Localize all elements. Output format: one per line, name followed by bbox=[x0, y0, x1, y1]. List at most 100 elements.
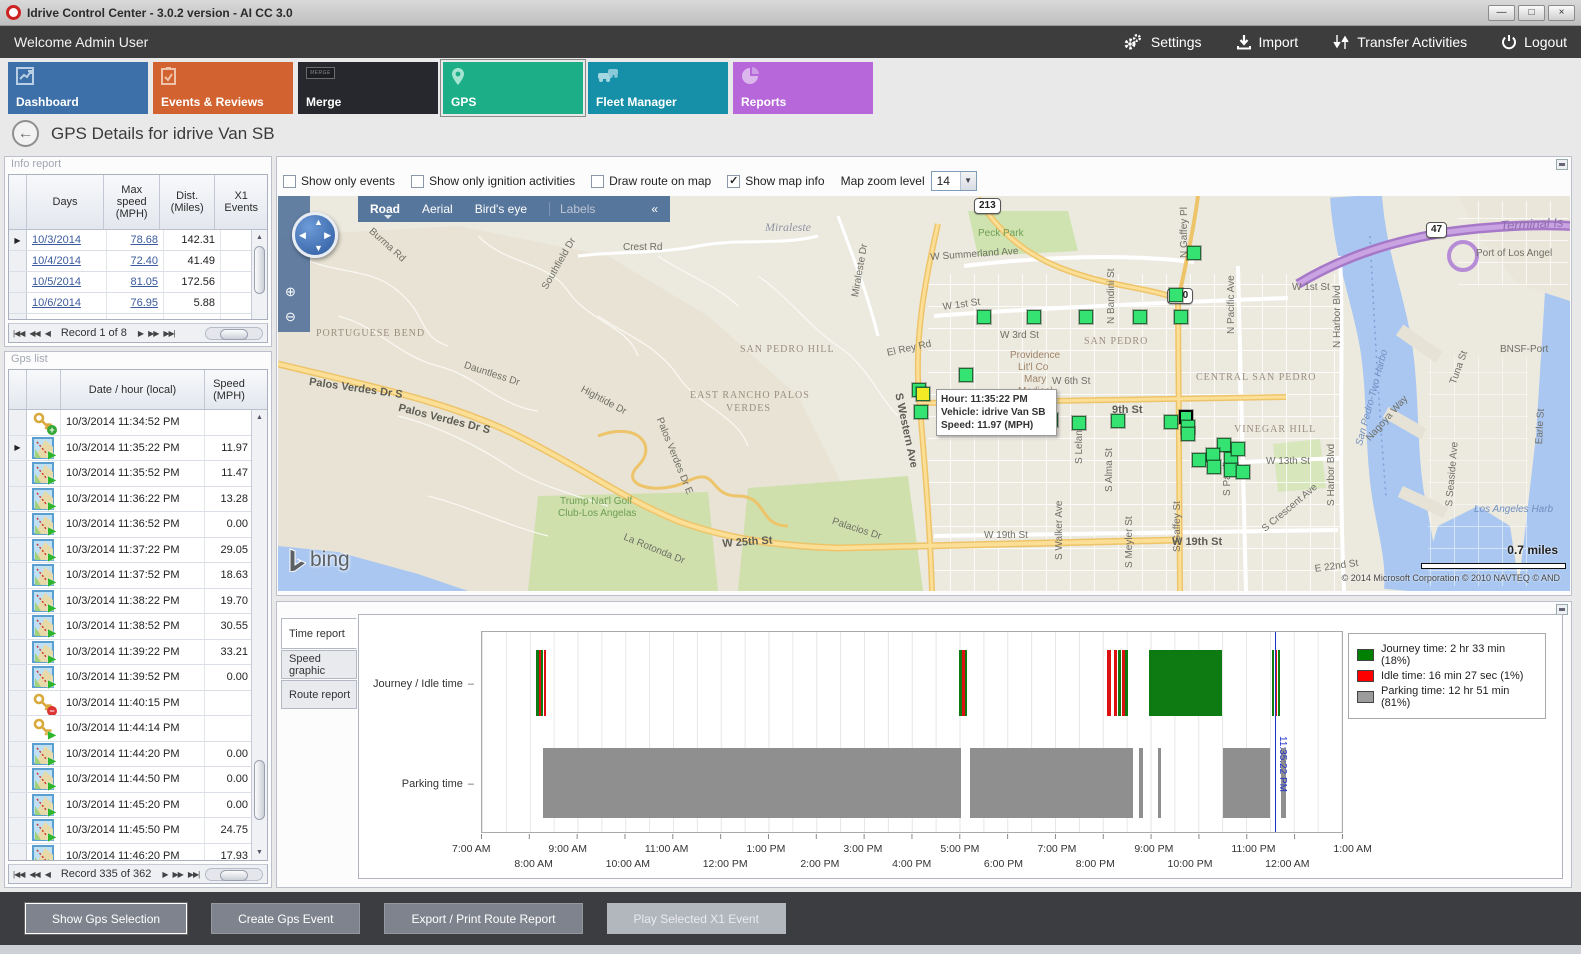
day-link[interactable]: 10/6/2014 bbox=[32, 297, 81, 309]
pager-first[interactable]: |◀◀ bbox=[13, 869, 25, 879]
pager-prev-page[interactable]: ◀◀ bbox=[29, 328, 40, 338]
pager-prev[interactable]: ◀ bbox=[44, 869, 51, 879]
chart-tab[interactable]: Route report bbox=[281, 680, 357, 709]
gps-list-row[interactable]: ▶ 10/3/2014 11:36:22 PM 13.28 bbox=[9, 486, 267, 512]
gps-list-row[interactable]: ▶ 10/3/2014 11:38:52 PM 30.55 bbox=[9, 614, 267, 640]
gps-marker[interactable] bbox=[1164, 415, 1178, 429]
gps-marker[interactable] bbox=[1187, 246, 1201, 260]
gps-list-row[interactable]: ▶ 10/3/2014 11:38:22 PM 19.70 bbox=[9, 588, 267, 614]
map-style-birdseye[interactable]: Bird's eye bbox=[474, 202, 527, 216]
map-checkbox[interactable]: ✓ Show map info bbox=[727, 174, 825, 188]
zoom-in-icon[interactable]: ⊕ bbox=[285, 284, 296, 299]
pager-prev[interactable]: ◀ bbox=[44, 328, 51, 338]
pager-last[interactable]: ▶▶| bbox=[187, 869, 200, 879]
gps-marker[interactable] bbox=[1207, 460, 1221, 474]
map-checkbox[interactable]: Show only ignition activities bbox=[411, 174, 575, 188]
gps-list-row[interactable]: ▶ 10/3/2014 11:39:22 PM 33.21 bbox=[9, 639, 267, 665]
map-checkbox[interactable]: Show only events bbox=[283, 174, 395, 188]
pager-next[interactable]: ▶ bbox=[162, 869, 168, 879]
gps-marker[interactable] bbox=[1217, 438, 1231, 452]
gps-marker[interactable] bbox=[1111, 414, 1125, 428]
close-button[interactable]: × bbox=[1548, 4, 1575, 21]
map-pan-control[interactable]: ▲ ▼ ◀ ▶ bbox=[292, 212, 338, 258]
gps-list-row[interactable]: ▶ 10/3/2014 11:36:52 PM 0.00 bbox=[9, 512, 267, 538]
tile-merge[interactable]: MERGE Merge bbox=[298, 62, 438, 114]
pager-last[interactable]: ▶▶| bbox=[163, 328, 175, 338]
footer-button[interactable]: Play Selected X1 Event bbox=[606, 903, 786, 934]
gps-marker[interactable] bbox=[1236, 465, 1250, 479]
map-style-labels[interactable]: Labels bbox=[549, 202, 595, 216]
day-link[interactable]: 10/7/2014 bbox=[32, 318, 81, 319]
pan-right-icon[interactable]: ▶ bbox=[324, 230, 331, 240]
col-days[interactable]: Days bbox=[27, 175, 105, 229]
tile-reports[interactable]: Reports bbox=[733, 62, 873, 114]
gps-list-row[interactable]: + 10/3/2014 11:34:52 PM bbox=[9, 410, 267, 436]
gps-list-row[interactable]: ▶ 10/3/2014 11:35:52 PM 11.47 bbox=[9, 461, 267, 487]
settings-button[interactable]: Settings bbox=[1122, 33, 1202, 51]
map-checkbox[interactable]: Draw route on map bbox=[591, 174, 711, 188]
pan-up-icon[interactable]: ▲ bbox=[314, 217, 323, 227]
col-x1-events[interactable]: X1 Events bbox=[224, 190, 259, 214]
pager-next-page[interactable]: ▶▶ bbox=[148, 328, 159, 338]
tile-events-reviews[interactable]: Events & Reviews bbox=[153, 62, 293, 114]
max-speed-link[interactable]: 78.68 bbox=[130, 234, 158, 246]
gps-list-row[interactable]: ▶ 10/3/2014 11:46:20 PM 17.93 bbox=[9, 843, 267, 860]
gps-list-row[interactable]: ▶ 10/3/2014 11:37:52 PM 18.63 bbox=[9, 563, 267, 589]
max-speed-link[interactable]: 68.62 bbox=[130, 318, 158, 319]
minimize-button[interactable]: — bbox=[1488, 4, 1515, 21]
info-report-row[interactable]: 10/7/2014 68.62 12.99 bbox=[9, 314, 267, 319]
info-report-row[interactable]: 10/6/2014 76.95 5.88 bbox=[9, 293, 267, 314]
chart-tab[interactable]: Speed graphic bbox=[281, 650, 357, 679]
maximize-button[interactable]: □ bbox=[1518, 4, 1545, 21]
day-link[interactable]: 10/3/2014 bbox=[32, 234, 81, 246]
max-speed-link[interactable]: 76.95 bbox=[130, 297, 158, 309]
pager-hscrollbar[interactable] bbox=[205, 867, 263, 881]
gps-marker[interactable] bbox=[1079, 310, 1093, 324]
checkbox-icon[interactable]: ✓ bbox=[727, 174, 741, 188]
pan-left-icon[interactable]: ◀ bbox=[299, 230, 306, 240]
tile-fleet-manager[interactable]: Fleet Manager bbox=[588, 62, 728, 114]
gps-marker[interactable] bbox=[959, 368, 973, 382]
checkbox-icon[interactable] bbox=[283, 174, 296, 188]
map-panel-collapse-icon[interactable] bbox=[1556, 159, 1568, 170]
zoom-out-icon[interactable]: ⊖ bbox=[285, 309, 296, 324]
map-canvas[interactable]: Road Aerial Bird's eye Labels « ⊕ ⊖ ▲ ▼ … bbox=[278, 196, 1570, 591]
back-button[interactable]: ← bbox=[12, 120, 39, 147]
map-style-collapse-icon[interactable]: « bbox=[651, 202, 658, 216]
col-dist[interactable]: Dist. (Miles) bbox=[160, 175, 216, 229]
gps-marker[interactable] bbox=[1231, 442, 1245, 456]
pan-down-icon[interactable]: ▼ bbox=[314, 243, 323, 253]
tile-dashboard[interactable]: Dashboard bbox=[8, 62, 148, 114]
gps-list-row[interactable]: ▶ 10/3/2014 11:45:50 PM 24.75 bbox=[9, 818, 267, 844]
info-report-row[interactable]: 10/4/2014 72.40 41.49 bbox=[9, 251, 267, 272]
pager-next-page[interactable]: ▶▶ bbox=[172, 869, 184, 879]
checkbox-icon[interactable] bbox=[411, 174, 425, 188]
pager-hscrollbar[interactable] bbox=[205, 326, 263, 340]
max-speed-link[interactable]: 72.40 bbox=[130, 255, 158, 267]
gps-marker[interactable] bbox=[1181, 427, 1195, 441]
col-speed[interactable]: Speed (MPH) bbox=[213, 377, 245, 402]
col-date-hour[interactable]: Date / hour (local) bbox=[61, 370, 205, 409]
gps-list-row[interactable]: ▶ 10/3/2014 11:37:22 PM 29.05 bbox=[9, 537, 267, 563]
gps-list-row[interactable]: ▶ 10/3/2014 11:44:20 PM 0.00 bbox=[9, 741, 267, 767]
footer-button[interactable]: Show Gps Selection bbox=[23, 902, 189, 935]
gps-list-row[interactable]: − 10/3/2014 11:40:15 PM bbox=[9, 690, 267, 716]
gps-marker[interactable] bbox=[914, 405, 928, 419]
gps-list-row[interactable]: ▶ 10/3/2014 11:44:50 PM 0.00 bbox=[9, 767, 267, 793]
gps-marker[interactable] bbox=[1072, 416, 1086, 430]
info-report-row[interactable]: ▶ 10/3/2014 78.68 142.31 bbox=[9, 230, 267, 251]
gps-marker[interactable] bbox=[1169, 288, 1183, 302]
chevron-down-icon[interactable]: ▼ bbox=[959, 172, 976, 190]
footer-button[interactable]: Export / Print Route Report bbox=[384, 903, 583, 934]
day-link[interactable]: 10/5/2014 bbox=[32, 276, 81, 288]
pager-prev-page[interactable]: ◀◀ bbox=[29, 869, 40, 879]
checkbox-icon[interactable] bbox=[591, 174, 605, 188]
map-style-aerial[interactable]: Aerial bbox=[422, 202, 453, 216]
gps-marker[interactable] bbox=[1174, 310, 1188, 324]
transfer-activities-button[interactable]: Transfer Activities bbox=[1332, 33, 1467, 51]
logout-button[interactable]: Logout bbox=[1501, 34, 1567, 50]
day-link[interactable]: 10/4/2014 bbox=[32, 255, 81, 267]
gps-marker[interactable] bbox=[1027, 310, 1041, 324]
gps-list-row[interactable]: ▶ 10/3/2014 11:39:52 PM 0.00 bbox=[9, 665, 267, 691]
footer-button[interactable]: Create Gps Event bbox=[211, 903, 361, 934]
